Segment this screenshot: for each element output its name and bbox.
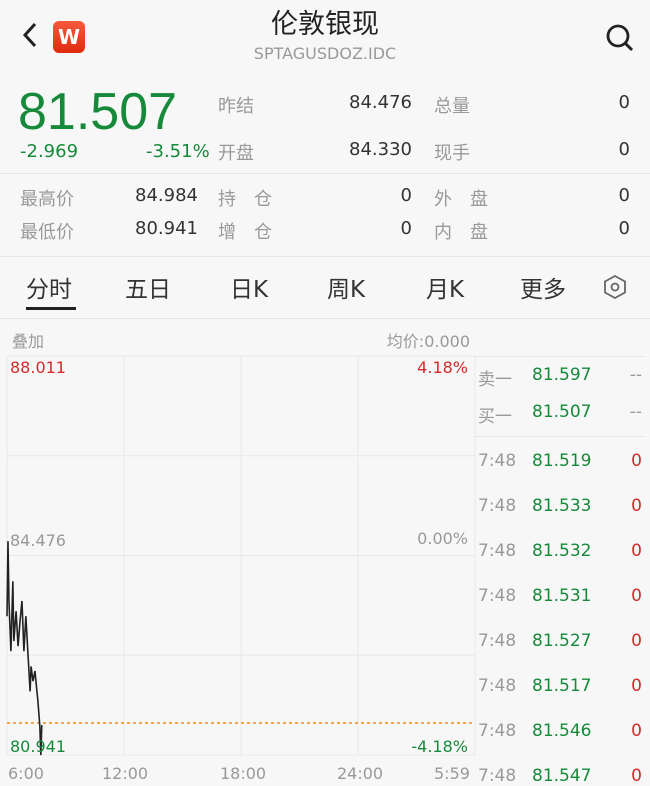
y-pct-bottom: -4.18% — [411, 737, 468, 756]
tick-time: 7:48 — [478, 766, 517, 786]
y-label-top: 88.011 — [10, 358, 66, 377]
value-outer: 0 — [618, 185, 630, 206]
price-change: -2.969 — [20, 141, 79, 162]
chart-settings-button[interactable] — [602, 274, 628, 304]
page-title: 伦敦银现 — [271, 9, 379, 40]
tab-intraday[interactable]: 分时 — [26, 277, 72, 303]
x-tick: 24:00 — [337, 764, 384, 783]
label-open: 开盘 — [218, 143, 254, 164]
chevron-left-icon — [22, 22, 37, 48]
search-button[interactable] — [604, 22, 636, 58]
tick-time: 7:48 — [478, 631, 517, 651]
price-change-pct: -3.51% — [146, 141, 210, 162]
value-inner: 0 — [618, 218, 630, 239]
tick-price: 81.519 — [532, 451, 592, 471]
tick-price: 81.546 — [532, 721, 592, 741]
y-pct-mid: 0.00% — [417, 529, 468, 548]
label-oi-change: 增 仓 — [218, 222, 272, 243]
x-tick: 5:59 — [434, 764, 470, 783]
app-logo: W — [53, 21, 85, 53]
x-tick: 6:00 — [8, 764, 44, 783]
tick-volume: 0 — [631, 676, 642, 696]
current-price: 81.507 — [18, 83, 178, 141]
tick-volume: 0 — [631, 541, 642, 561]
avg-price: 均价:0.000 — [386, 332, 470, 351]
price-line — [6, 541, 43, 756]
order-book-volume: -- — [629, 365, 642, 385]
tick-volume: 0 — [631, 451, 642, 471]
value-total-volume: 0 — [618, 92, 630, 113]
value-high: 84.984 — [135, 185, 198, 206]
label-outer: 外 盘 — [434, 189, 488, 210]
label-current-hand: 现手 — [434, 143, 470, 164]
intraday-chart[interactable] — [0, 350, 480, 785]
search-icon — [606, 24, 634, 52]
symbol-code: SPTAGUSDOZ.IDC — [253, 44, 397, 63]
tick-time: 7:48 — [478, 721, 517, 741]
label-inner: 内 盘 — [434, 222, 488, 243]
order-book-price: 81.507 — [532, 402, 592, 422]
tick-volume: 0 — [631, 631, 642, 651]
settings-hexagon-icon — [604, 274, 626, 300]
tick-price: 81.547 — [532, 766, 592, 786]
label-prev-settle: 昨结 — [218, 96, 254, 117]
order-book-label: 买一 — [478, 407, 512, 427]
tick-volume: 0 — [631, 721, 642, 741]
tick-volume: 0 — [631, 496, 642, 516]
tick-time: 7:48 — [478, 541, 517, 561]
tab-5day[interactable]: 五日 — [125, 277, 171, 303]
tick-price: 81.517 — [532, 676, 592, 696]
y-pct-top: 4.18% — [417, 358, 468, 377]
tab-weekly-k[interactable]: 周K — [327, 277, 366, 303]
value-oi-change: 0 — [400, 218, 412, 239]
order-book-label: 卖一 — [478, 370, 512, 390]
overlay-button[interactable]: 叠加 — [12, 332, 45, 351]
value-low: 80.941 — [135, 218, 198, 239]
value-current-hand: 0 — [618, 139, 630, 160]
tick-volume: 0 — [631, 586, 642, 606]
x-tick: 12:00 — [102, 764, 149, 783]
tick-price: 81.531 — [532, 586, 592, 606]
tick-volume: 0 — [631, 766, 642, 786]
y-label-bottom: 80.941 — [10, 737, 66, 756]
active-tab-indicator — [26, 307, 76, 310]
tick-time: 7:48 — [478, 496, 517, 516]
x-tick: 18:00 — [220, 764, 267, 783]
value-open-interest: 0 — [400, 185, 412, 206]
label-open-interest: 持 仓 — [218, 189, 272, 210]
label-low: 最低价 — [20, 222, 74, 243]
tab-daily-k[interactable]: 日K — [230, 277, 269, 303]
label-total-volume: 总量 — [434, 96, 470, 117]
y-label-mid: 84.476 — [10, 531, 66, 550]
tick-time: 7:48 — [478, 586, 517, 606]
order-book-price: 81.597 — [532, 365, 592, 385]
tab-monthly-k[interactable]: 月K — [426, 277, 465, 303]
tick-price: 81.532 — [532, 541, 592, 561]
value-prev-settle: 84.476 — [349, 92, 412, 113]
tab-more[interactable]: 更多 — [520, 277, 566, 303]
label-high: 最高价 — [20, 189, 74, 210]
tick-time: 7:48 — [478, 451, 517, 471]
back-button[interactable] — [20, 20, 40, 58]
tick-price: 81.533 — [532, 496, 592, 516]
value-open: 84.330 — [349, 139, 412, 160]
order-book-volume: -- — [629, 402, 642, 422]
tick-price: 81.527 — [532, 631, 592, 651]
tick-time: 7:48 — [478, 676, 517, 696]
